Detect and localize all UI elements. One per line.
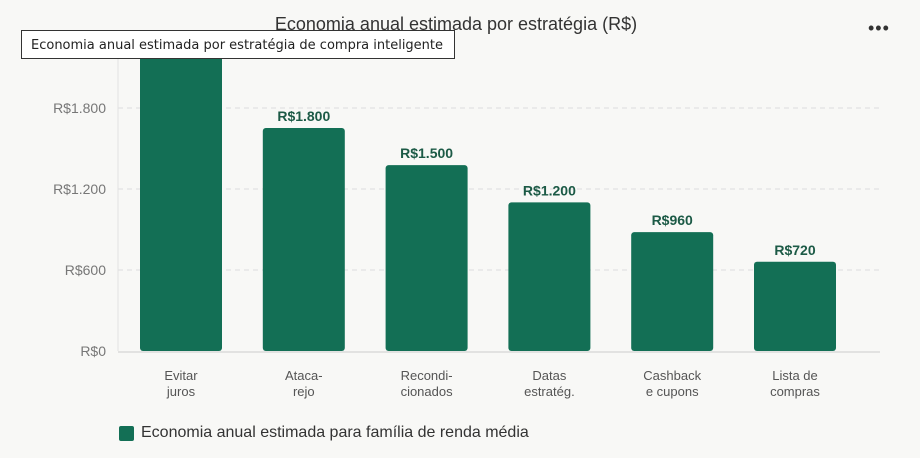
x-tick-label: estratég. <box>524 384 575 399</box>
x-tick-label: juros <box>166 384 196 399</box>
x-tick-label: rejo <box>293 384 315 399</box>
data-label: R$1.200 <box>523 182 576 198</box>
data-label: R$720 <box>774 242 815 258</box>
x-tick-label: Ataca- <box>285 368 323 383</box>
x-tick-label: Datas <box>532 368 566 383</box>
legend[interactable]: Economia anual estimada para família de … <box>119 424 529 442</box>
legend-label: Economia anual estimada para família de … <box>141 424 529 441</box>
tooltip: Economia anual estimada por estratégia d… <box>21 30 455 59</box>
x-tick-label: cionados <box>401 384 454 399</box>
x-tick-label: Lista de <box>772 368 818 383</box>
x-tick-label: Evitar <box>164 368 198 383</box>
legend-swatch <box>119 425 134 441</box>
y-tick-label: R$600 <box>65 262 106 278</box>
data-label: R$960 <box>652 212 693 228</box>
bar <box>508 202 591 351</box>
data-label: R$1.500 <box>400 145 453 161</box>
more-options-icon[interactable]: ••• <box>868 18 890 38</box>
data-label: R$1.800 <box>277 108 330 124</box>
bar <box>631 232 714 351</box>
y-tick-label: R$0 <box>80 343 106 359</box>
chart-title: Economia anual estimada por estratégia (… <box>274 14 638 34</box>
x-tick-label: Cashback <box>643 368 701 383</box>
bar <box>140 53 222 352</box>
x-tick-label: compras <box>770 384 820 399</box>
bar <box>262 128 345 351</box>
x-tick-label: Recondi- <box>401 368 453 383</box>
bar <box>385 165 468 351</box>
y-tick-label: R$1.200 <box>53 181 106 197</box>
x-tick-label: e cupons <box>646 384 699 399</box>
y-tick-label: R$1.800 <box>53 100 106 116</box>
bar <box>754 261 836 351</box>
